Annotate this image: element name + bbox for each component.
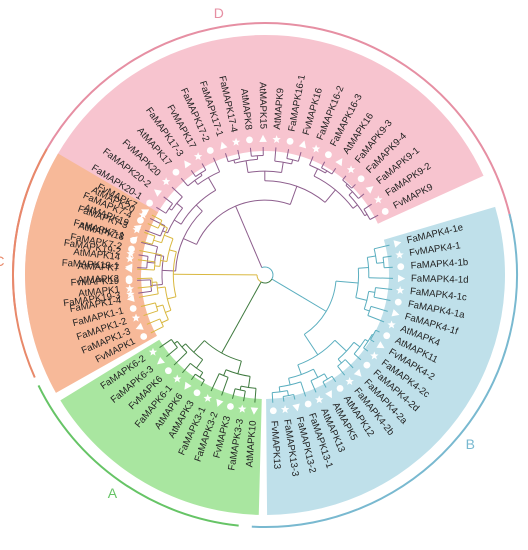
leaf-marker-star	[173, 374, 182, 383]
leaf-markers	[124, 134, 406, 415]
leaf-marker-circle	[325, 151, 332, 159]
leaf-marker-circle	[357, 175, 365, 183]
tree-branches	[137, 147, 393, 403]
leaf-marker-star	[125, 284, 134, 293]
group-sectors	[24, 34, 506, 515]
leaf-marker-star	[374, 195, 383, 204]
leaf-marker-star	[125, 254, 135, 263]
leaf-marker-star	[370, 351, 379, 360]
sector-group-C	[24, 153, 159, 393]
leaf-marker-circle	[304, 400, 312, 408]
leaf-marker-triangle	[126, 294, 135, 302]
group-letter-C: C	[0, 253, 4, 269]
leaf-marker-circle	[363, 361, 371, 369]
group-letter-D: D	[214, 5, 224, 21]
leaf-marker-triangle	[365, 186, 374, 194]
leaf-marker-star	[126, 289, 135, 298]
leaf-marker-triangle	[325, 390, 332, 399]
leaf-label: AtMAPK7	[77, 261, 119, 274]
sector-group-A	[60, 339, 262, 515]
leaf-marker-triangle	[353, 368, 362, 377]
group-arcs	[12, 22, 518, 528]
leaf-marker-triangle	[259, 134, 267, 143]
leaf-marker-star	[203, 393, 212, 402]
leaf-marker-star	[193, 152, 203, 161]
leaf-marker-circle	[129, 305, 137, 312]
leaf-marker-circle	[128, 245, 135, 253]
leaf-marker-triangle	[335, 158, 343, 167]
leaf-label: AtMAPK8	[238, 88, 254, 131]
leaf-marker-triangle	[124, 265, 133, 273]
leaf-marker-star	[272, 135, 281, 144]
leaf-label: FvMAPK19	[70, 276, 119, 289]
leaf-label: AtMAPK10	[244, 420, 259, 468]
leaf-marker-triangle	[216, 398, 224, 407]
leaf-marker-circle	[164, 367, 172, 375]
leaf-marker-circle	[172, 168, 180, 176]
leaf-marker-star	[345, 377, 354, 385]
leaf-marker-circle	[140, 333, 148, 340]
group-arc-B	[251, 213, 518, 528]
leaf-marker-triangle	[129, 236, 138, 244]
group-arc-A	[37, 385, 239, 527]
leaf-marker-star	[148, 347, 158, 356]
leaf-marker-star	[131, 313, 141, 322]
leaf-marker-circle	[246, 136, 253, 144]
leaf-label: AtMAPK15	[257, 82, 269, 129]
leaf-marker-triangle	[154, 189, 162, 197]
leaf-marker-star	[231, 137, 241, 146]
leaf-label: FaMAPK4-1d	[411, 273, 469, 286]
leaf-marker-circle	[394, 298, 402, 306]
leaf-marker-star	[311, 144, 321, 153]
leaf-marker-triangle	[376, 341, 385, 349]
leaf-marker-circle	[206, 147, 214, 154]
leaf-marker-circle	[137, 216, 144, 224]
leaf-marker-triangle	[292, 403, 300, 412]
group-letter-B: B	[466, 436, 475, 452]
sector-group-B	[266, 206, 506, 515]
leaf-marker-circle	[336, 385, 344, 392]
leaf-marker-circle	[397, 263, 405, 271]
leaf-marker-triangle	[184, 381, 192, 390]
leaf-marker-star	[238, 404, 247, 413]
leaf-marker-triangle	[393, 240, 402, 248]
leaf-marker-triangle	[135, 322, 144, 330]
leaf-marker-triangle	[141, 209, 150, 217]
leaf-marker-triangle	[157, 356, 165, 365]
leaf-marker-circle	[227, 403, 234, 410]
leaf-marker-star	[161, 177, 171, 186]
leaf-label: FaMAPK19-1	[61, 258, 119, 272]
leaf-marker-star	[395, 286, 405, 294]
leaf-label: AtMAPK9	[272, 88, 287, 130]
leaf-marker-circle	[146, 199, 153, 207]
leaf-marker-star	[138, 210, 148, 219]
leaf-marker-circle	[125, 275, 133, 283]
leaf-marker-star	[387, 320, 396, 329]
leaf-marker-circle	[381, 208, 389, 215]
leaf-marker-triangle	[220, 141, 228, 150]
leaf-marker-circle	[193, 389, 201, 397]
leaf-marker-triangle	[298, 140, 307, 149]
leaf-marker-triangle	[184, 160, 192, 169]
leaf-marker-star	[126, 249, 135, 258]
leaf-marker-triangle	[391, 309, 400, 317]
leaf-marker-star	[315, 395, 324, 404]
group-letters: D B A C	[0, 5, 475, 501]
leaf-label: FvMAPK13	[268, 420, 282, 469]
leaf-marker-circle	[269, 407, 277, 415]
group-letter-A: A	[108, 485, 118, 501]
leaf-marker-circle	[383, 332, 391, 340]
leaf-marker-star	[395, 250, 404, 259]
leaf-marker-circle	[286, 137, 294, 145]
leaf-label: AtMAPK2	[77, 274, 119, 286]
leaf-marker-triangle	[250, 407, 259, 415]
group-arc-C	[12, 148, 48, 378]
leaf-marker-star	[280, 405, 290, 414]
leaf-label: AtMAPK1	[78, 284, 120, 299]
leaf-label: FaMAPK4-1b	[410, 257, 468, 271]
leaf-marker-star	[346, 165, 356, 174]
leaf-marker-triangle	[397, 274, 406, 283]
leaf-marker-star	[132, 225, 141, 234]
